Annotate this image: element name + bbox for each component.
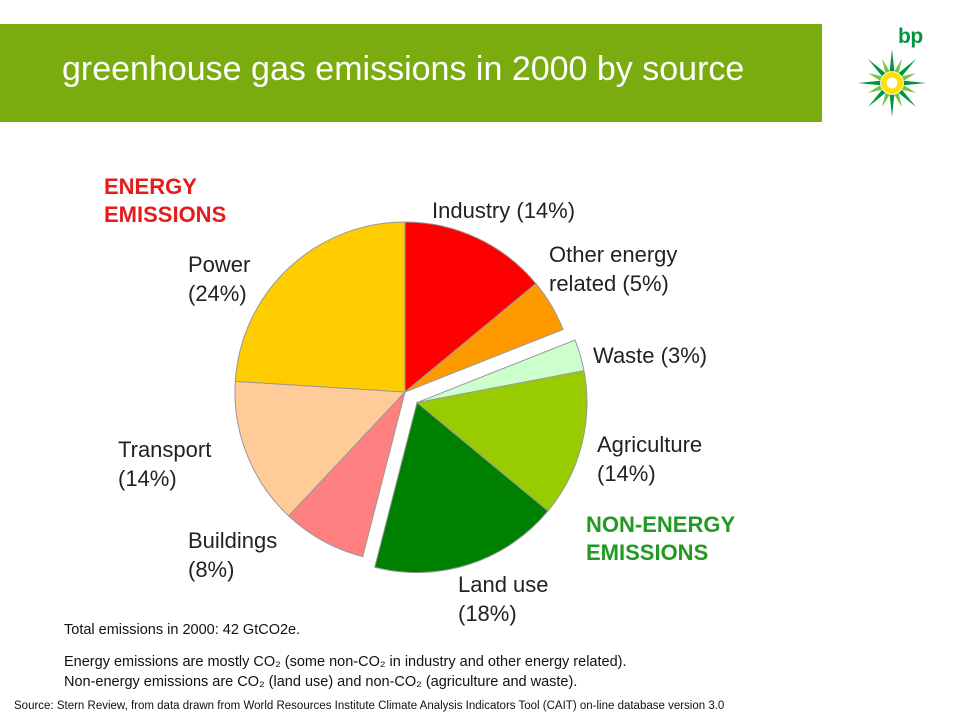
slice-label-waste: Waste (3%) bbox=[593, 343, 707, 368]
slice-label-power: Power (24%) bbox=[188, 252, 250, 306]
total-emissions-note: Total emissions in 2000: 42 GtCO2e. bbox=[64, 622, 301, 638]
pie-slice-transport bbox=[234, 380, 407, 517]
pie-slice-power bbox=[234, 221, 406, 393]
slice-label-transport: Transport (14%) bbox=[118, 437, 211, 491]
title-banner bbox=[0, 24, 822, 122]
logo-text: bp bbox=[898, 25, 923, 48]
pie-slice-industry bbox=[404, 221, 537, 394]
group-heading-non-energy-emissions: NON-ENERGY EMISSIONS bbox=[586, 512, 735, 565]
pie-slice-other-energy-related bbox=[404, 282, 564, 393]
slice-label-other-energy-related: Other energy related (5%) bbox=[549, 242, 677, 296]
pie-slice-agriculture bbox=[415, 370, 588, 512]
non-energy-emissions-note: Non-energy emissions are CO₂ (land use) … bbox=[64, 674, 578, 690]
energy-emissions-note: Energy emissions are mostly CO₂ (some no… bbox=[64, 654, 627, 670]
group-heading-energy-emissions: ENERGY EMISSIONS bbox=[104, 174, 226, 227]
slice-label-agriculture: Agriculture (14%) bbox=[597, 432, 702, 486]
helios-sunburst-icon bbox=[858, 49, 926, 117]
slice-label-land-use: Land use (18%) bbox=[458, 572, 549, 626]
pie-slice-land-use bbox=[374, 401, 549, 574]
source-citation: Source: Stern Review, from data drawn fr… bbox=[14, 700, 725, 712]
page-title: greenhouse gas emissions in 2000 by sour… bbox=[62, 50, 745, 88]
slice-label-industry: Industry (14%) bbox=[432, 198, 575, 223]
slice-label-buildings: Buildings (8%) bbox=[188, 528, 277, 582]
